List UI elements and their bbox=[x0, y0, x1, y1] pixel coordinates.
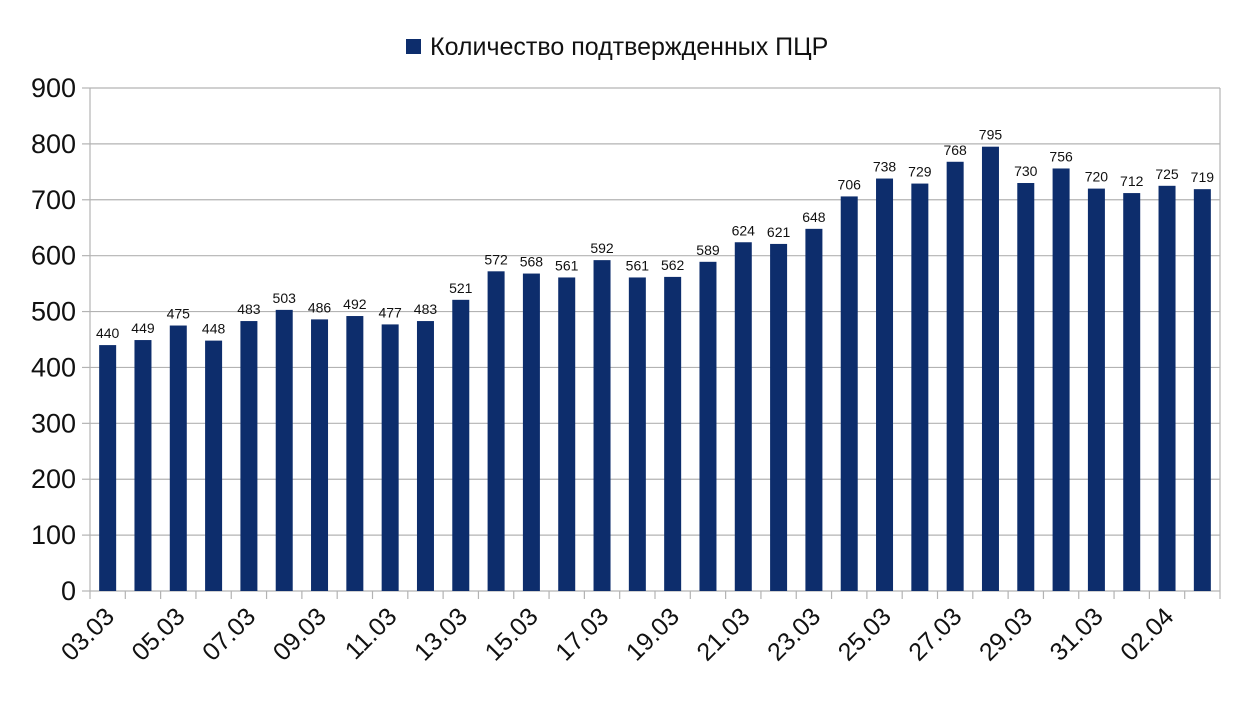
x-tick-label: 17.03 bbox=[550, 602, 614, 666]
y-tick-label: 400 bbox=[31, 352, 76, 382]
x-tick-label: 21.03 bbox=[691, 602, 755, 666]
bar bbox=[346, 316, 364, 591]
data-label: 624 bbox=[732, 222, 756, 238]
x-tick-label: 23.03 bbox=[762, 602, 826, 666]
data-label: 561 bbox=[555, 257, 579, 273]
bars bbox=[99, 146, 1211, 592]
x-tick-label: 05.03 bbox=[126, 602, 190, 666]
data-label: 719 bbox=[1191, 169, 1215, 185]
bar bbox=[734, 242, 752, 591]
y-axis-ticks: 0 100 200 300 400 500 600 700 800 900 bbox=[31, 73, 76, 606]
data-label: 738 bbox=[873, 159, 897, 175]
y-tick-label: 200 bbox=[31, 464, 76, 494]
data-label: 648 bbox=[802, 209, 826, 225]
bar bbox=[416, 321, 434, 591]
data-label: 486 bbox=[308, 299, 332, 315]
data-label: 561 bbox=[626, 257, 650, 273]
bar bbox=[770, 243, 788, 591]
bar bbox=[1123, 193, 1141, 591]
bar bbox=[911, 183, 929, 591]
bar bbox=[1087, 188, 1105, 591]
x-axis-ticks: 03.03 05.03 07.03 09.03 11.03 13.03 15.03 17.03… bbox=[56, 591, 1221, 666]
bar bbox=[558, 277, 576, 591]
x-tick-label: 29.03 bbox=[974, 602, 1038, 666]
data-label: 475 bbox=[167, 306, 191, 322]
data-label: 712 bbox=[1120, 173, 1144, 189]
x-tick-label: 19.03 bbox=[621, 602, 685, 666]
data-label: 729 bbox=[908, 164, 932, 180]
bar bbox=[205, 340, 223, 591]
data-label: 756 bbox=[1049, 148, 1073, 164]
bar bbox=[876, 178, 894, 592]
y-tick-label: 800 bbox=[31, 129, 76, 159]
x-tick-label: 31.03 bbox=[1045, 602, 1109, 666]
data-label: 621 bbox=[767, 224, 791, 240]
data-label: 503 bbox=[273, 290, 297, 306]
bar bbox=[487, 271, 505, 591]
x-tick-label: 13.03 bbox=[409, 602, 473, 666]
y-tick-label: 100 bbox=[31, 520, 76, 550]
data-label: 477 bbox=[378, 304, 402, 320]
data-label: 568 bbox=[520, 254, 544, 270]
data-label: 589 bbox=[696, 242, 720, 258]
y-tick-label: 600 bbox=[31, 241, 76, 271]
data-labels: 440 449 475 448 483 503 486 492 477 483 521 572 568 5… bbox=[96, 127, 1214, 341]
data-label: 725 bbox=[1155, 166, 1179, 182]
data-label: 706 bbox=[838, 176, 862, 192]
bar bbox=[522, 273, 540, 591]
bar bbox=[1017, 183, 1035, 591]
bar bbox=[1193, 189, 1211, 592]
x-tick-label: 25.03 bbox=[833, 602, 897, 666]
x-tick-label: 09.03 bbox=[268, 602, 332, 666]
data-label: 440 bbox=[96, 325, 120, 341]
data-label: 592 bbox=[590, 240, 614, 256]
bar bbox=[1158, 185, 1176, 592]
legend: Количество подтвержденных ПЦР bbox=[406, 33, 828, 61]
bar bbox=[840, 196, 858, 591]
data-label: 720 bbox=[1085, 169, 1109, 185]
data-label: 492 bbox=[343, 296, 367, 312]
bar bbox=[275, 309, 293, 591]
bar bbox=[699, 261, 717, 591]
bar bbox=[628, 277, 646, 591]
data-label: 483 bbox=[237, 301, 261, 317]
x-tick-label: 11.03 bbox=[340, 602, 403, 665]
bar bbox=[240, 321, 258, 591]
x-tick-label: 07.03 bbox=[197, 602, 261, 666]
bar bbox=[169, 325, 187, 591]
x-tick-label: 02.04 bbox=[1115, 602, 1179, 666]
bar bbox=[981, 146, 999, 591]
legend-label: Количество подтвержденных ПЦР bbox=[430, 33, 828, 61]
x-tick-label: 27.03 bbox=[903, 602, 967, 666]
y-tick-label: 900 bbox=[31, 73, 76, 103]
data-label: 768 bbox=[943, 142, 967, 158]
data-label: 521 bbox=[449, 280, 473, 296]
data-label: 795 bbox=[979, 127, 1003, 143]
bar bbox=[452, 299, 470, 591]
bar bbox=[664, 276, 682, 591]
bar bbox=[1052, 168, 1070, 592]
bar bbox=[134, 340, 152, 591]
bar bbox=[311, 319, 329, 591]
bar bbox=[593, 260, 611, 591]
x-tick-label: 15.03 bbox=[480, 602, 544, 666]
data-label: 483 bbox=[414, 301, 438, 317]
data-label: 562 bbox=[661, 257, 685, 273]
bar bbox=[381, 324, 399, 591]
y-tick-label: 500 bbox=[31, 297, 76, 327]
data-label: 730 bbox=[1014, 163, 1038, 179]
x-tick-label: 03.03 bbox=[56, 602, 120, 666]
data-label: 449 bbox=[131, 320, 155, 336]
bar bbox=[99, 345, 117, 591]
y-tick-label: 0 bbox=[61, 576, 76, 606]
data-label: 448 bbox=[202, 321, 226, 337]
data-label: 572 bbox=[484, 251, 508, 267]
bar bbox=[805, 228, 823, 591]
y-tick-label: 300 bbox=[31, 408, 76, 438]
legend-swatch bbox=[406, 39, 421, 54]
bar bbox=[946, 161, 964, 592]
y-tick-label: 700 bbox=[31, 185, 76, 215]
